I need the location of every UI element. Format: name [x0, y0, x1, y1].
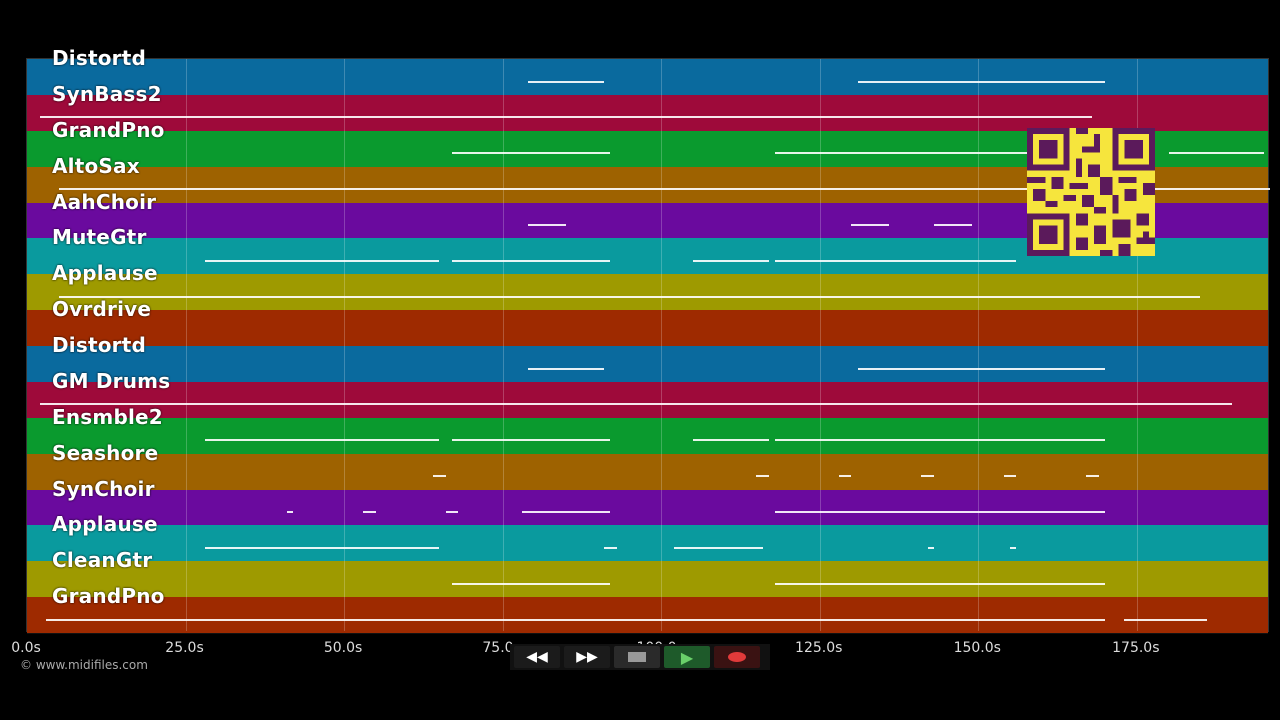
note-bar [432, 475, 446, 478]
time-tick-label: 50.0s [323, 640, 363, 656]
note-bar [673, 546, 763, 549]
gridline [344, 59, 346, 631]
track-label: SynChoir [52, 476, 155, 501]
note-bar [692, 439, 769, 442]
note-bar [927, 546, 934, 549]
track-label: GrandPno [52, 584, 165, 609]
track-lane [27, 525, 1268, 563]
fast-forward-button[interactable]: ▶▶ [564, 646, 610, 668]
time-tick-label: 0.0s [11, 640, 41, 656]
play-button[interactable]: ▶ [664, 646, 710, 668]
track-lane [27, 94, 1268, 132]
track-label: AahChoir [52, 189, 157, 214]
gridline [502, 59, 504, 631]
track-lane [27, 59, 1268, 96]
note-bar [204, 546, 440, 549]
track-lane [27, 274, 1268, 312]
note-bar [451, 439, 611, 442]
track-label: Distortd [52, 333, 147, 357]
note-bar [775, 582, 1106, 585]
note-bar [39, 116, 1093, 119]
note-bar [39, 403, 1232, 406]
note-bar [287, 511, 294, 514]
note-bar [58, 295, 1201, 298]
note-bar [58, 188, 1270, 191]
record-button[interactable] [714, 646, 760, 668]
time-tick-label: 25.0s [165, 640, 204, 656]
note-bar [775, 259, 1017, 262]
track-label: SynBass2 [52, 81, 162, 106]
note-bar [1086, 475, 1099, 478]
fast-forward-icon: ▶▶ [576, 649, 598, 665]
track-lane [27, 346, 1268, 383]
track-label: Seashore [52, 440, 159, 465]
note-bar [857, 367, 1106, 370]
note-bar [838, 475, 852, 478]
time-tick-label: 150.0s [953, 640, 1001, 656]
time-tick-label: 125.0s [795, 640, 843, 656]
track-lane [27, 489, 1268, 527]
track-label: Applause [52, 512, 158, 537]
stop-icon [628, 652, 646, 662]
note-bar [692, 259, 769, 262]
track-lane [27, 381, 1268, 419]
note-bar [857, 80, 1106, 83]
note-bar [204, 259, 440, 262]
note-bar [46, 618, 1106, 621]
time-tick-label: 175.0s [1112, 640, 1160, 656]
note-bar [1168, 152, 1264, 155]
note-bar [775, 152, 1106, 155]
note-bar [756, 475, 769, 478]
note-bar [604, 546, 617, 549]
play-icon: ▶ [680, 647, 694, 667]
track-label: MuteGtr [52, 225, 147, 250]
rewind-icon: ◀◀ [526, 649, 548, 665]
stop-button[interactable] [614, 646, 660, 668]
note-bar [451, 582, 611, 585]
qr-code-icon [1027, 128, 1155, 256]
track-label: GrandPno [52, 117, 165, 142]
note-bar [775, 511, 1106, 514]
note-bar [451, 152, 611, 155]
track-lane [27, 310, 1268, 347]
note-bar [1124, 618, 1207, 621]
credit-text: © www.midifiles.com [20, 658, 148, 672]
note-bar [933, 224, 972, 227]
track-label: AltoSax [52, 153, 140, 178]
note-bar [363, 511, 376, 514]
gridline [978, 59, 980, 631]
gridline [661, 59, 663, 631]
note-bar [528, 367, 605, 370]
note-bar [445, 511, 459, 514]
track-label: Ovrdrive [52, 297, 152, 322]
track-lane [27, 561, 1268, 599]
transport-controls: ◀◀ ▶▶ ▶ [510, 644, 770, 670]
note-bar [528, 224, 567, 227]
gridline [1136, 59, 1138, 631]
track-label: Distortd [52, 46, 147, 70]
note-bar [1003, 475, 1017, 478]
gridline [185, 59, 187, 631]
note-bar [521, 511, 611, 514]
track-label: Ensmble2 [52, 404, 163, 429]
note-bar [528, 80, 605, 83]
gridline [819, 59, 821, 631]
note-bar [1009, 546, 1017, 549]
note-bar [851, 224, 890, 227]
note-bar [921, 475, 934, 478]
rewind-button[interactable]: ◀◀ [514, 646, 560, 668]
note-bar [775, 439, 1106, 442]
track-lane [27, 597, 1268, 634]
note-bar [451, 259, 611, 262]
track-lane [27, 417, 1268, 455]
track-label: CleanGtr [52, 548, 153, 573]
track-label: GM Drums [52, 368, 171, 393]
track-lane [27, 453, 1268, 491]
track-label: Applause [52, 261, 158, 286]
note-bar [204, 439, 440, 442]
record-icon [728, 652, 746, 662]
